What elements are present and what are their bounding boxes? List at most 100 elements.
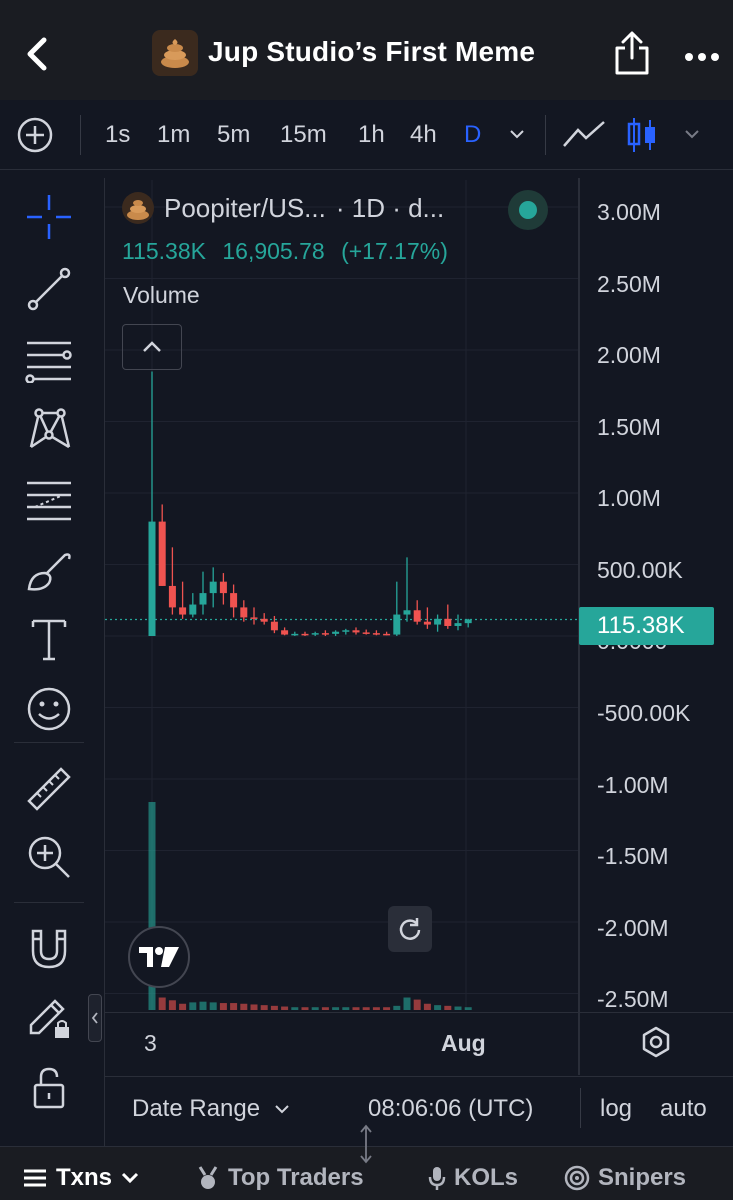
- price-axis-label: -2.00M: [597, 915, 669, 941]
- date-range-button[interactable]: Date Range: [132, 1095, 291, 1123]
- time-axis[interactable]: [104, 1012, 733, 1074]
- volume-bar: [179, 1003, 187, 1010]
- candle-body: [250, 617, 258, 619]
- chevron-left-icon: [27, 37, 47, 71]
- interval-dropdown[interactable]: [507, 100, 527, 170]
- volume-bar: [321, 1007, 329, 1010]
- candle-body: [352, 630, 360, 633]
- interval-15m[interactable]: 15m: [280, 121, 327, 148]
- volume-bar: [240, 1003, 248, 1010]
- horizontal-lines-tool[interactable]: [24, 334, 74, 384]
- candle-body: [393, 614, 401, 635]
- reset-icon: [399, 918, 421, 940]
- candle-body: [423, 621, 431, 625]
- lock-drawing-tool[interactable]: [24, 992, 74, 1042]
- toolbar-divider: [80, 115, 81, 155]
- back-button[interactable]: [22, 34, 52, 74]
- chart-frame: [104, 178, 733, 1178]
- tab-snipers[interactable]: Snipers: [564, 1164, 686, 1192]
- text-tool[interactable]: [24, 614, 74, 664]
- zoom-in-tool[interactable]: [24, 832, 74, 882]
- volume-bar: [270, 1005, 278, 1010]
- volume-label: Volume: [123, 282, 200, 308]
- price-axis-label: 500.00K: [597, 557, 683, 583]
- volume-bar: [189, 1002, 197, 1010]
- interval-1s[interactable]: 1s: [105, 121, 131, 148]
- tradingview-logo[interactable]: [128, 926, 190, 988]
- legend-interval: · 1D · d...: [335, 192, 445, 223]
- interval-1m[interactable]: 1m: [157, 121, 191, 148]
- collapse-toolbar-button[interactable]: [88, 994, 102, 1042]
- token-icon: [122, 192, 154, 224]
- tab-label: Top Traders: [228, 1164, 364, 1191]
- chevron-down-icon: [685, 130, 699, 139]
- crosshair-tool[interactable]: [24, 192, 74, 242]
- price-axis-label: 3.00M: [597, 199, 661, 225]
- tab-txns[interactable]: Txns: [22, 1164, 140, 1192]
- candle-body: [383, 633, 391, 636]
- chart-settings-button[interactable]: [640, 1026, 672, 1058]
- volume-bar: [352, 1007, 360, 1010]
- chart-legend: Poopiter/US... · 1D · d...: [122, 192, 444, 224]
- line-chart-button[interactable]: [562, 100, 606, 170]
- candle-body: [291, 633, 299, 636]
- share-button[interactable]: [612, 30, 652, 76]
- volume-bar: [393, 1005, 401, 1010]
- trend-line-tool[interactable]: [24, 264, 74, 314]
- interval-1h[interactable]: 1h: [358, 121, 385, 148]
- volume-bar: [423, 1003, 431, 1010]
- tab-top-traders[interactable]: Top Traders: [196, 1164, 364, 1192]
- legend-symbol[interactable]: Poopiter/US...: [164, 192, 326, 223]
- reset-chart-button[interactable]: [388, 906, 432, 952]
- ruler-icon: [27, 767, 71, 811]
- add-indicator-button[interactable]: [16, 100, 54, 170]
- time-axis-label: 3: [144, 1030, 157, 1056]
- brush-tool[interactable]: [24, 544, 74, 594]
- candle-body: [158, 521, 166, 586]
- unlock-icon: [33, 1067, 65, 1109]
- more-button[interactable]: [684, 38, 720, 68]
- tradingview-icon: [139, 947, 179, 967]
- emoji-icon: [27, 687, 71, 731]
- tab-kols[interactable]: KOLs: [428, 1164, 518, 1192]
- collapse-legend-button[interactable]: [122, 324, 182, 370]
- candle-body: [311, 633, 319, 635]
- pattern-tool[interactable]: [24, 404, 74, 454]
- market-status[interactable]: [508, 190, 548, 230]
- candle-body: [342, 630, 350, 632]
- interval-5m[interactable]: 5m: [217, 121, 251, 148]
- volume-bar: [464, 1007, 472, 1010]
- text-icon: [31, 619, 67, 661]
- pattern-icon: [29, 408, 71, 449]
- magnet-tool[interactable]: [24, 924, 74, 974]
- plus-circle-icon: [17, 117, 53, 153]
- resize-handle[interactable]: [357, 1124, 375, 1169]
- brush-icon: [27, 553, 71, 591]
- candle-body: [219, 581, 227, 594]
- auto-scale-toggle[interactable]: auto: [660, 1095, 707, 1122]
- chart-type-dropdown[interactable]: [682, 100, 702, 170]
- unlock-tool[interactable]: [24, 1062, 74, 1112]
- candle-body: [444, 618, 452, 626]
- chevron-down-icon: [121, 1172, 139, 1184]
- log-scale-toggle[interactable]: log: [600, 1095, 633, 1122]
- legend-change: (+17.17%): [341, 238, 448, 264]
- volume-bar: [342, 1007, 350, 1010]
- chevron-up-icon: [143, 341, 161, 352]
- volume-bar: [209, 1002, 217, 1010]
- interval-4h[interactable]: 4h: [410, 121, 437, 148]
- interval-d[interactable]: D: [464, 121, 482, 148]
- utc-clock[interactable]: 08:06:06 (UTC): [368, 1095, 534, 1122]
- ruler-tool[interactable]: [24, 764, 74, 814]
- chart-toolbar: 1s 1m 5m 15m 1h 4h D: [0, 100, 733, 170]
- chevron-down-icon: [510, 130, 524, 139]
- volume-bar: [454, 1006, 462, 1010]
- volume-bar: [291, 1007, 299, 1010]
- candle-body: [148, 521, 156, 636]
- emoji-tool[interactable]: [24, 684, 74, 734]
- volume-bar: [158, 997, 166, 1010]
- fib-channel-tool[interactable]: [24, 474, 74, 524]
- magnet-icon: [31, 929, 67, 969]
- candlestick-button[interactable]: [626, 100, 658, 170]
